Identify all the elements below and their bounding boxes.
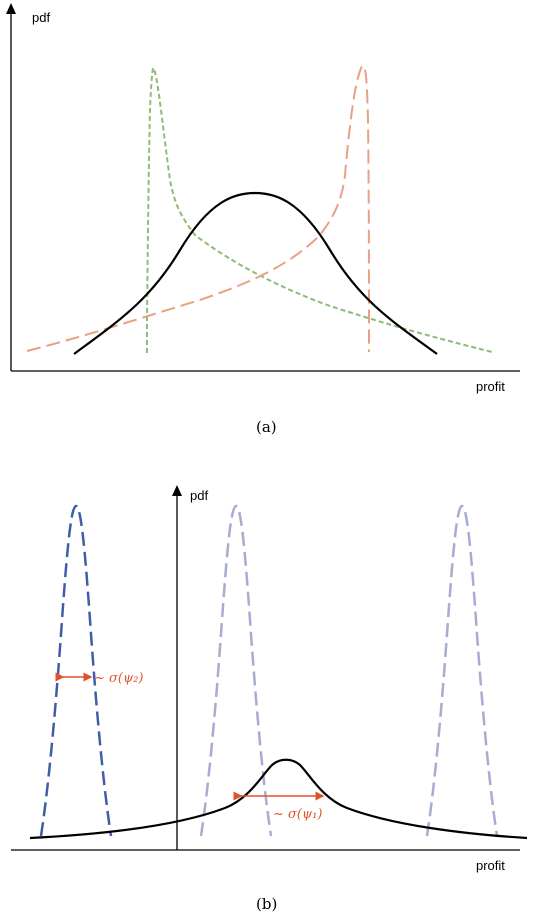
panel-b-y-arrow-icon: [172, 485, 182, 496]
panel-a-y-arrow-icon: [6, 3, 16, 14]
panel-a-orange-curve: [26, 64, 370, 353]
panel-a-x-label: profit: [476, 379, 505, 394]
panel-a-green-curve: [146, 66, 493, 353]
panel-a-caption: (a): [256, 418, 277, 436]
panel-b-light-blue-peak-right: [425, 504, 499, 837]
panel-b-dark-blue-peak: [39, 504, 113, 837]
panel-b-psi2-annotation: ~ σ(ψ₂): [94, 671, 143, 686]
panel-a-y-label: pdf: [32, 10, 50, 25]
panel-b-x-label: profit: [476, 858, 505, 873]
panel-b-caption: (b): [256, 895, 277, 913]
panel-a: pdf profit (a): [6, 3, 520, 436]
panel-b-y-label: pdf: [190, 488, 208, 503]
panel-a-black-curve: [73, 191, 438, 355]
panel-b-light-blue-peak-middle: [199, 504, 273, 837]
panel-b-psi1-annotation: ~ σ(ψ₁): [273, 807, 322, 822]
panel-b: pdf profit ~ σ(ψ₂) ~ σ(ψ₁) (b): [11, 485, 528, 913]
panel-b-black-curve: [29, 758, 528, 840]
